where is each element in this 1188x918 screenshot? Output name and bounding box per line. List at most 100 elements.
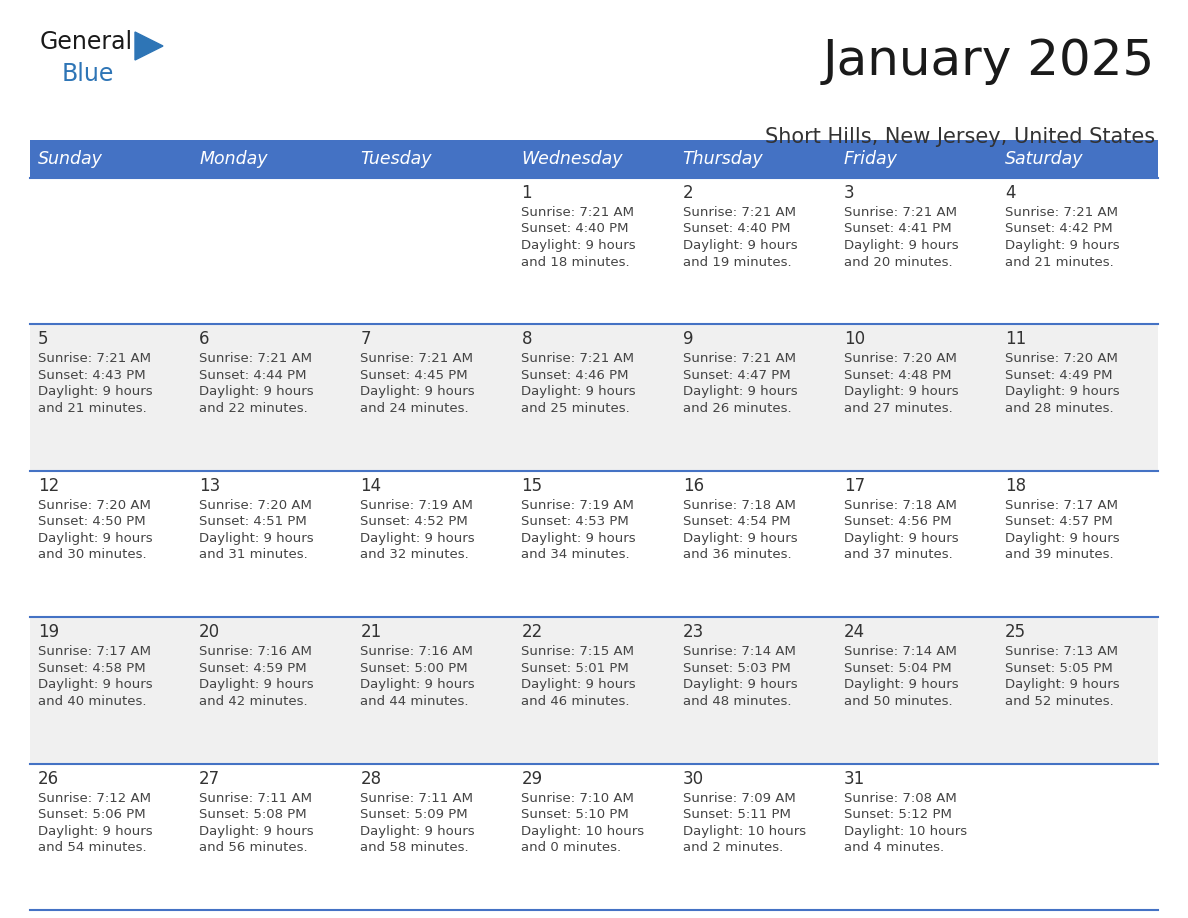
Text: and 28 minutes.: and 28 minutes. xyxy=(1005,402,1113,415)
Text: Sunset: 4:57 PM: Sunset: 4:57 PM xyxy=(1005,515,1113,528)
Text: Daylight: 9 hours: Daylight: 9 hours xyxy=(843,678,959,691)
Text: Sunset: 4:50 PM: Sunset: 4:50 PM xyxy=(38,515,146,528)
Text: 16: 16 xyxy=(683,476,703,495)
Text: 9: 9 xyxy=(683,330,693,349)
Text: 5: 5 xyxy=(38,330,49,349)
Text: Daylight: 9 hours: Daylight: 9 hours xyxy=(38,824,153,837)
Text: Daylight: 9 hours: Daylight: 9 hours xyxy=(38,386,153,398)
Text: Daylight: 9 hours: Daylight: 9 hours xyxy=(360,386,475,398)
Text: Sunrise: 7:21 AM: Sunrise: 7:21 AM xyxy=(1005,206,1118,219)
Text: 24: 24 xyxy=(843,623,865,641)
Text: Sunset: 5:09 PM: Sunset: 5:09 PM xyxy=(360,808,468,821)
Text: Sunrise: 7:17 AM: Sunrise: 7:17 AM xyxy=(1005,498,1118,512)
Text: 22: 22 xyxy=(522,623,543,641)
Text: Daylight: 9 hours: Daylight: 9 hours xyxy=(360,532,475,544)
Text: Sunset: 4:47 PM: Sunset: 4:47 PM xyxy=(683,369,790,382)
Text: Sunset: 4:56 PM: Sunset: 4:56 PM xyxy=(843,515,952,528)
Text: Sunrise: 7:20 AM: Sunrise: 7:20 AM xyxy=(1005,353,1118,365)
Text: Sunset: 4:45 PM: Sunset: 4:45 PM xyxy=(360,369,468,382)
Text: 8: 8 xyxy=(522,330,532,349)
Text: Sunset: 4:51 PM: Sunset: 4:51 PM xyxy=(200,515,307,528)
Text: 25: 25 xyxy=(1005,623,1026,641)
Text: Daylight: 9 hours: Daylight: 9 hours xyxy=(843,386,959,398)
Text: Sunset: 4:42 PM: Sunset: 4:42 PM xyxy=(1005,222,1112,236)
Text: 11: 11 xyxy=(1005,330,1026,349)
Text: Sunset: 5:12 PM: Sunset: 5:12 PM xyxy=(843,808,952,821)
Text: Sunset: 5:06 PM: Sunset: 5:06 PM xyxy=(38,808,146,821)
Text: Sunday: Sunday xyxy=(38,150,103,168)
Text: 18: 18 xyxy=(1005,476,1026,495)
Text: Daylight: 9 hours: Daylight: 9 hours xyxy=(683,386,797,398)
Text: and 56 minutes.: and 56 minutes. xyxy=(200,841,308,854)
Text: and 36 minutes.: and 36 minutes. xyxy=(683,548,791,561)
Text: and 19 minutes.: and 19 minutes. xyxy=(683,255,791,268)
Text: Daylight: 9 hours: Daylight: 9 hours xyxy=(200,386,314,398)
Text: and 44 minutes.: and 44 minutes. xyxy=(360,695,469,708)
Text: Sunrise: 7:14 AM: Sunrise: 7:14 AM xyxy=(843,645,956,658)
Text: and 42 minutes.: and 42 minutes. xyxy=(200,695,308,708)
Bar xyxy=(30,764,1158,910)
Text: Daylight: 9 hours: Daylight: 9 hours xyxy=(200,532,314,544)
Text: Sunset: 5:11 PM: Sunset: 5:11 PM xyxy=(683,808,790,821)
Text: and 40 minutes.: and 40 minutes. xyxy=(38,695,146,708)
Text: General: General xyxy=(40,30,133,54)
Text: Tuesday: Tuesday xyxy=(360,150,432,168)
Text: and 31 minutes.: and 31 minutes. xyxy=(200,548,308,561)
Text: and 21 minutes.: and 21 minutes. xyxy=(1005,255,1113,268)
Text: Daylight: 9 hours: Daylight: 9 hours xyxy=(1005,239,1119,252)
Text: 7: 7 xyxy=(360,330,371,349)
Text: Daylight: 9 hours: Daylight: 9 hours xyxy=(360,824,475,837)
Text: and 21 minutes.: and 21 minutes. xyxy=(38,402,147,415)
Text: Sunrise: 7:21 AM: Sunrise: 7:21 AM xyxy=(683,206,796,219)
Text: Sunset: 5:10 PM: Sunset: 5:10 PM xyxy=(522,808,630,821)
Text: and 4 minutes.: and 4 minutes. xyxy=(843,841,944,854)
Text: Sunrise: 7:18 AM: Sunrise: 7:18 AM xyxy=(683,498,796,512)
Text: and 27 minutes.: and 27 minutes. xyxy=(843,402,953,415)
Text: and 18 minutes.: and 18 minutes. xyxy=(522,255,630,268)
Text: Sunrise: 7:21 AM: Sunrise: 7:21 AM xyxy=(522,206,634,219)
Bar xyxy=(30,140,1158,178)
Text: and 25 minutes.: and 25 minutes. xyxy=(522,402,631,415)
Text: Sunset: 4:52 PM: Sunset: 4:52 PM xyxy=(360,515,468,528)
Text: Sunset: 5:04 PM: Sunset: 5:04 PM xyxy=(843,662,952,675)
Text: Sunrise: 7:21 AM: Sunrise: 7:21 AM xyxy=(38,353,151,365)
Text: Sunset: 5:03 PM: Sunset: 5:03 PM xyxy=(683,662,790,675)
Text: 1: 1 xyxy=(522,184,532,202)
Text: Sunset: 4:44 PM: Sunset: 4:44 PM xyxy=(200,369,307,382)
Text: Short Hills, New Jersey, United States: Short Hills, New Jersey, United States xyxy=(765,127,1155,147)
Text: Blue: Blue xyxy=(62,62,114,86)
Text: and 58 minutes.: and 58 minutes. xyxy=(360,841,469,854)
Text: Sunset: 5:05 PM: Sunset: 5:05 PM xyxy=(1005,662,1113,675)
Text: 12: 12 xyxy=(38,476,59,495)
Text: Sunrise: 7:08 AM: Sunrise: 7:08 AM xyxy=(843,791,956,804)
Text: 13: 13 xyxy=(200,476,221,495)
Text: 19: 19 xyxy=(38,623,59,641)
Text: Sunset: 5:01 PM: Sunset: 5:01 PM xyxy=(522,662,630,675)
Text: Sunrise: 7:20 AM: Sunrise: 7:20 AM xyxy=(38,498,151,512)
Text: Sunrise: 7:11 AM: Sunrise: 7:11 AM xyxy=(200,791,312,804)
Text: Sunrise: 7:13 AM: Sunrise: 7:13 AM xyxy=(1005,645,1118,658)
Text: Sunrise: 7:18 AM: Sunrise: 7:18 AM xyxy=(843,498,956,512)
Text: Friday: Friday xyxy=(843,150,898,168)
Text: Daylight: 9 hours: Daylight: 9 hours xyxy=(683,239,797,252)
Text: and 34 minutes.: and 34 minutes. xyxy=(522,548,630,561)
Text: and 26 minutes.: and 26 minutes. xyxy=(683,402,791,415)
Bar xyxy=(30,178,1158,324)
Text: Daylight: 9 hours: Daylight: 9 hours xyxy=(522,386,636,398)
Text: Daylight: 9 hours: Daylight: 9 hours xyxy=(683,678,797,691)
Text: Sunrise: 7:15 AM: Sunrise: 7:15 AM xyxy=(522,645,634,658)
Text: Sunset: 4:41 PM: Sunset: 4:41 PM xyxy=(843,222,952,236)
Text: Sunset: 4:43 PM: Sunset: 4:43 PM xyxy=(38,369,146,382)
Bar xyxy=(30,471,1158,617)
Text: Daylight: 9 hours: Daylight: 9 hours xyxy=(38,678,153,691)
Text: Sunrise: 7:09 AM: Sunrise: 7:09 AM xyxy=(683,791,796,804)
Text: and 39 minutes.: and 39 minutes. xyxy=(1005,548,1113,561)
Text: 30: 30 xyxy=(683,769,703,788)
Text: Daylight: 10 hours: Daylight: 10 hours xyxy=(522,824,645,837)
Text: and 52 minutes.: and 52 minutes. xyxy=(1005,695,1113,708)
Text: Daylight: 9 hours: Daylight: 9 hours xyxy=(200,678,314,691)
Text: 17: 17 xyxy=(843,476,865,495)
Text: Sunset: 4:49 PM: Sunset: 4:49 PM xyxy=(1005,369,1112,382)
Text: Sunrise: 7:17 AM: Sunrise: 7:17 AM xyxy=(38,645,151,658)
Text: and 48 minutes.: and 48 minutes. xyxy=(683,695,791,708)
